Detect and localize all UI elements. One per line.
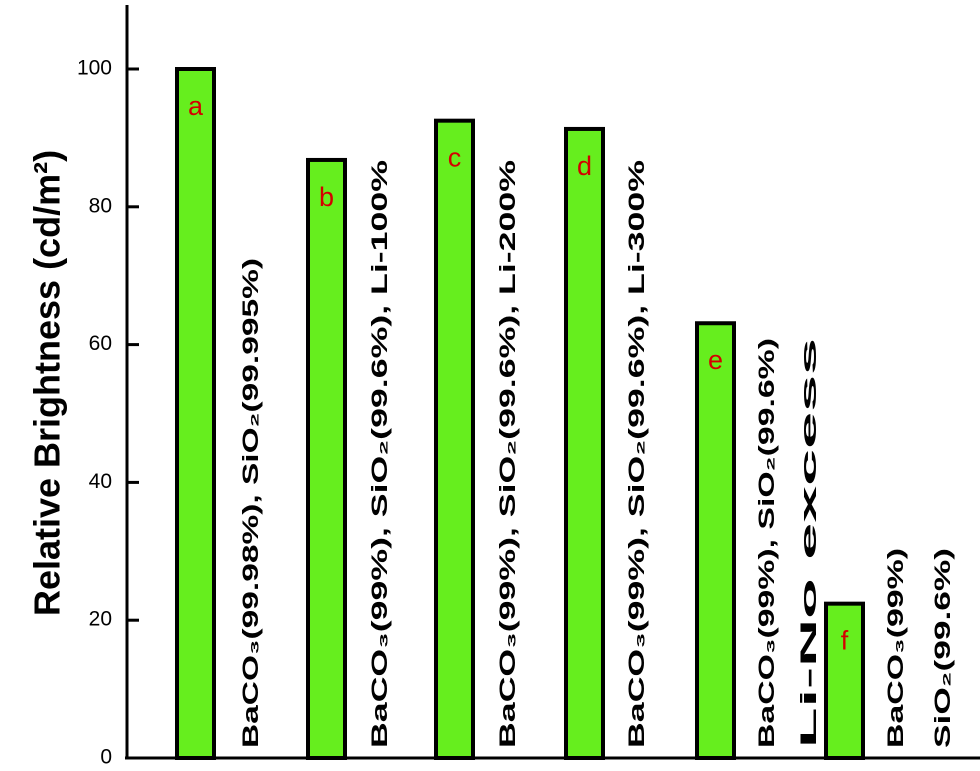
y-axis-label: Relative Brightness (cd/m²) bbox=[27, 150, 68, 616]
y-ticks: 0 20 40 60 80 100 bbox=[77, 57, 139, 769]
y-tick-label: 60 bbox=[89, 332, 112, 355]
bar-b bbox=[306, 157, 347, 760]
bar-description: BaCO₃(99%), SiO₂(99.6%), Li-300% bbox=[624, 160, 649, 748]
bar-description: BaCO₃(99.98%), SiO₂(99.995%) bbox=[238, 258, 263, 748]
bar-e bbox=[695, 321, 736, 760]
bar-letter: a bbox=[188, 91, 204, 121]
y-tick-label: 20 bbox=[89, 608, 112, 631]
bar-description: BaCO₃(99%), SiO₂(99.6%), Li-200% bbox=[495, 160, 520, 748]
bar-description: BaCO₃(99%) bbox=[883, 548, 908, 748]
bar-description: SiO₂(99.6%) bbox=[930, 548, 955, 748]
bar-descriptions: BaCO₃(99.98%), SiO₂(99.995%) BaCO₃(99%), … bbox=[238, 160, 955, 748]
bar-a bbox=[175, 67, 216, 760]
y-tick-label: 80 bbox=[89, 194, 112, 217]
bar-letter: e bbox=[708, 345, 723, 375]
bar-description: Li-No excess bbox=[796, 338, 821, 748]
y-tick-label: 100 bbox=[77, 57, 112, 80]
bar-letter: c bbox=[448, 143, 462, 173]
bar-f bbox=[824, 601, 865, 760]
bar-description: BaCO₃(99%), SiO₂(99.6%) bbox=[754, 338, 779, 748]
bar-description: BaCO₃(99%), SiO₂(99.6%), Li-100% bbox=[367, 160, 392, 748]
bar-letter: d bbox=[577, 151, 592, 181]
y-tick-label: 0 bbox=[100, 746, 112, 769]
y-tick-label: 40 bbox=[89, 470, 112, 493]
bars: a b c d e f bbox=[175, 67, 865, 761]
bar-letter: b bbox=[319, 182, 334, 212]
bar-d bbox=[564, 126, 605, 760]
bar-c bbox=[434, 118, 475, 761]
bar-letter: f bbox=[841, 626, 849, 656]
